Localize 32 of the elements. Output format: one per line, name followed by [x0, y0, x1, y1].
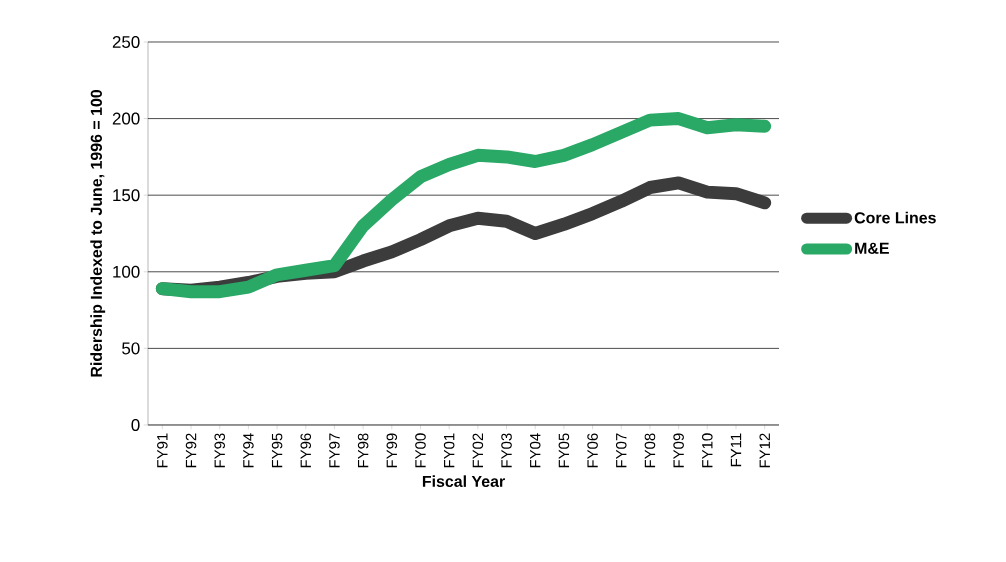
y-tick-label: 250 [112, 35, 140, 48]
x-tick-label: FY02 [472, 433, 484, 468]
x-tick-label: FY01 [443, 433, 455, 468]
x-tick-label: FY96 [300, 433, 312, 468]
x-tick-label: FY92 [185, 433, 197, 468]
x-tick-label: FY09 [673, 433, 684, 468]
x-tick-label: FY99 [386, 433, 398, 468]
y-tick-label: 50 [122, 342, 140, 355]
x-tick-label: FY00 [415, 433, 426, 468]
x-tick-label: FY97 [329, 433, 340, 468]
x-tick-label: FY05 [558, 433, 570, 468]
x-tick-label: FY03 [501, 433, 512, 468]
x-tick-label: FY10 [702, 433, 713, 468]
x-tick-label: FY95 [271, 433, 283, 468]
y-tick-label: 100 [113, 265, 140, 278]
x-tick-label: FY93 [214, 433, 225, 468]
x-tick-label: FY08 [644, 433, 656, 468]
x-tick-label: FY98 [357, 433, 369, 468]
x-tick-label: FY04 [529, 433, 541, 468]
x-tick-label: FY12 [759, 433, 770, 468]
x-tick-label: FY11 [730, 433, 742, 467]
x-tick-label: FY06 [587, 433, 598, 468]
legend-label: M&E [855, 242, 889, 254]
x-axis-title: Fiscal Year [422, 475, 505, 488]
x-tick-label: FY07 [615, 433, 627, 468]
legend-label: Core Lines [854, 211, 936, 224]
y-tick-label: 150 [113, 189, 140, 202]
y-tick-label: 200 [112, 112, 140, 125]
y-axis-title: Ridership Indexed to June, 1996 = 100 [90, 89, 106, 377]
y-tick-label: 0 [131, 418, 140, 431]
x-tick-label: FY94 [243, 433, 254, 468]
x-tick-label: FY91 [157, 433, 168, 468]
